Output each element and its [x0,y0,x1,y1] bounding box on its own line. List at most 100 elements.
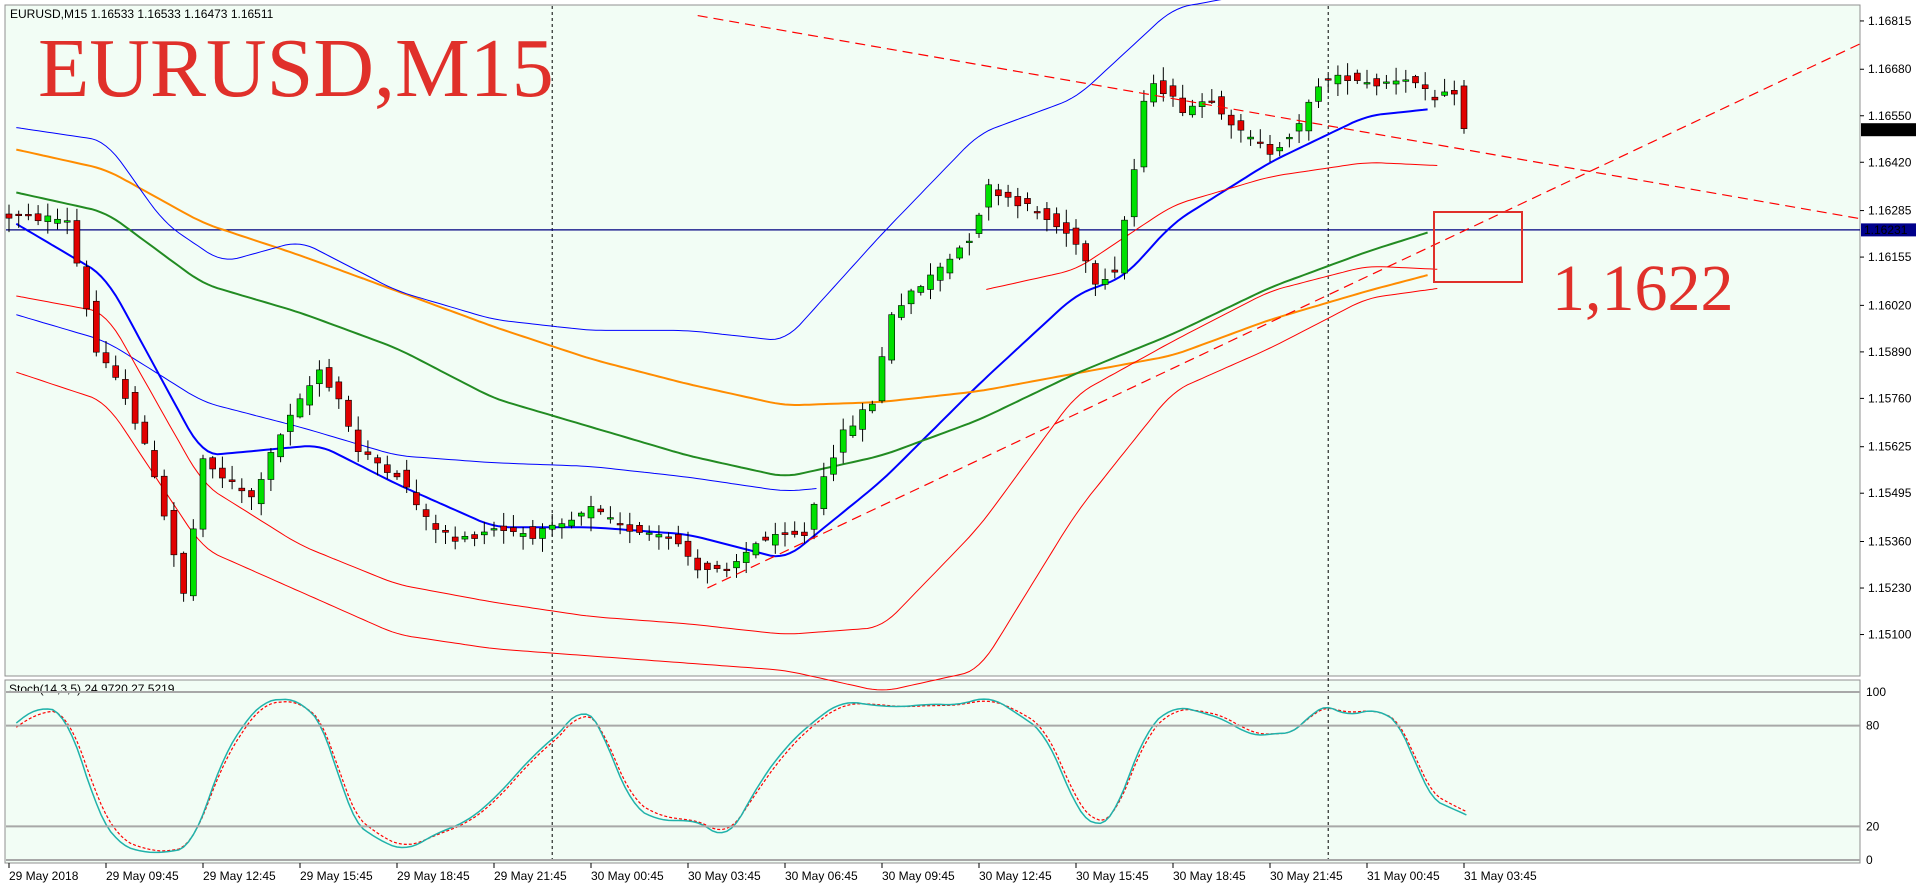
bear-candle [1344,75,1351,81]
bull-candle [568,519,575,527]
level-price-tag-bg [1861,223,1916,237]
bear-candle [451,536,459,542]
bull-candle [898,305,905,318]
bull-candle [742,551,750,563]
bull-candle [907,290,915,305]
bull-candle [927,274,934,290]
time-tick-label: 29 May 18:45 [397,869,470,883]
price-tick-label: 1.15360 [1868,535,1912,549]
bear-candle [1218,96,1225,115]
time-tick-label: 30 May 15:45 [1076,869,1149,883]
bear-candle [364,451,372,455]
moving-average-line [15,108,1428,558]
bear-candle [1257,141,1264,144]
bull-candle [946,258,954,274]
bull-candle [752,543,760,556]
bull-candle [917,286,925,293]
bear-candle [781,532,789,535]
bear-candle [180,552,187,594]
bear-candle [1373,78,1380,87]
bear-candle [83,266,90,310]
bull-candle [1130,169,1138,218]
price-tick-label: 1.16420 [1868,155,1912,169]
level-price-tag: 1.16231 [1861,223,1916,237]
bear-candle [93,300,100,353]
bull-candle [257,479,265,505]
price-tick-label: 1.16680 [1868,62,1912,76]
bear-candle [791,530,799,535]
bear-candle [160,475,168,517]
bear-candle [325,367,333,388]
bear-candle [1354,72,1361,81]
price-tick-label: 1.15230 [1868,581,1912,595]
bull-candle [888,314,896,361]
bull-candle [286,414,294,432]
bull-candle [1189,105,1196,116]
bear-candle [1072,227,1080,245]
bear-candle [626,524,634,532]
bear-candle [529,526,537,539]
stochastic-axis: 100 80 20 0 [6,685,1886,867]
bull-candle [607,517,614,520]
bull-candle [1441,91,1448,96]
bear-candle [762,536,769,541]
stochastic-label: Stoch(14,3,5) 24.9720 27.5219 [9,682,175,696]
bull-candle [868,403,876,412]
bear-candle [393,472,401,478]
time-axis: 29 May 2018 29 May 09:45 29 May 12:45 29 Ma… [8,863,1537,883]
level-price-tag-text: 1.16231 [1864,223,1908,237]
bull-candle [956,247,963,259]
annotation-box [1433,211,1523,283]
bull-candle [306,385,314,406]
time-tick-label: 30 May 18:45 [1173,869,1246,883]
bear-candle [25,214,32,217]
bull-candle [199,458,207,530]
symbol-header: EURUSD,M15 1.16533 1.16533 1.16473 1.165… [10,7,274,21]
stochastic-pane [4,679,1861,864]
price-tick-label: 1.16550 [1868,109,1912,123]
bull-candle [985,184,993,208]
time-tick-label: 30 May 06:45 [785,869,858,883]
bull-candle [645,532,653,535]
stochastic-main-line [15,698,1467,854]
time-tick-label: 29 May 2018 [9,869,79,883]
bull-candle [1305,101,1313,132]
bull-candle [1101,279,1109,285]
bear-candle [995,189,1002,197]
bull-candle [975,214,983,234]
bear-candle [1160,80,1167,95]
bull-candle [54,218,61,224]
bear-candle [403,469,411,488]
stochastic-axis-label: 20 [1866,819,1880,833]
bear-candle [713,564,721,569]
envelope-band-line [16,266,1438,635]
bull-candle [655,534,663,538]
stochastic-axis-label: 80 [1866,719,1880,733]
price-tick-label: 1.16815 [1868,14,1912,28]
bear-candle [500,525,508,531]
time-tick-label: 29 May 12:45 [203,869,276,883]
bear-candle [1431,96,1439,101]
moving-averages-and-bands [15,0,1438,691]
bear-candle [1014,196,1022,207]
time-tick-label: 29 May 15:45 [300,869,373,883]
bear-candle [1082,243,1089,262]
chart-title: EURUSD,M15 [38,22,554,115]
bear-candle [422,509,430,517]
bull-candle [1334,74,1342,85]
current-price-tag-bg [1861,123,1916,137]
bear-candle [131,392,139,424]
bull-candle [461,535,469,540]
bear-candle [1004,191,1012,198]
bull-candle [539,528,546,539]
bear-candle [102,352,110,364]
bear-candle [374,457,381,464]
bull-candle [820,476,828,510]
bull-candle [316,369,323,385]
bear-candle [1179,97,1186,114]
bull-candle [1392,80,1400,85]
bear-candle [1053,213,1060,228]
price-tick-label: 1.16155 [1868,250,1912,264]
bull-candle [587,506,595,519]
bull-candle [577,512,585,517]
